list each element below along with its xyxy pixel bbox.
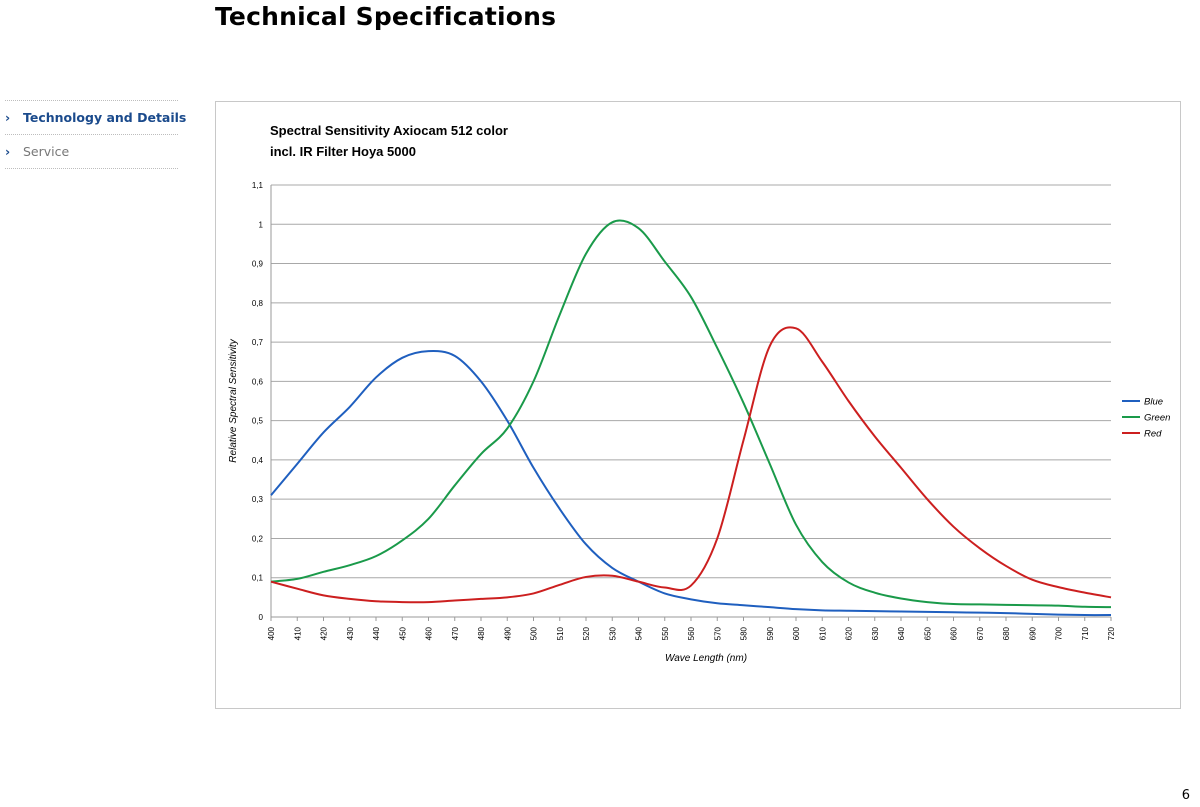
series-line-blue (270, 350, 1112, 617)
x-tick-label: 680 (1002, 626, 1011, 640)
x-tick-label: 510 (556, 626, 565, 640)
x-tick-label: 670 (976, 626, 985, 640)
x-tick-label: 560 (687, 626, 696, 640)
x-tick-label: 720 (1107, 626, 1116, 640)
series-line-red (270, 326, 1112, 604)
y-tick-label: 1 (259, 220, 264, 229)
x-tick-label: 600 (792, 626, 801, 640)
x-tick-label: 650 (923, 626, 932, 640)
x-tick-label: 410 (293, 626, 302, 640)
nav-item-label: Service (23, 144, 70, 159)
x-tick-label: 400 (267, 626, 276, 640)
x-tick-label: 590 (766, 626, 775, 640)
y-tick-label: 0,8 (252, 299, 264, 308)
x-tick-label: 530 (608, 626, 617, 640)
y-tick-label: 0,3 (252, 495, 264, 504)
page-number: 6 (1181, 788, 1190, 803)
x-tick-label: 440 (372, 626, 381, 640)
y-tick-label: 0 (259, 613, 264, 622)
x-tick-label: 710 (1081, 626, 1090, 640)
y-tick-label: 1,1 (252, 181, 264, 190)
x-tick-label: 550 (661, 626, 670, 640)
spectral-sensitivity-chart: Spectral Sensitivity Axiocam 512 color i… (228, 123, 1170, 664)
legend-label-blue: Blue (1144, 397, 1163, 408)
x-tick-label: 620 (845, 626, 854, 640)
chevron-right-icon: › (5, 110, 11, 125)
x-tick-label: 450 (398, 626, 407, 640)
x-tick-label: 520 (582, 626, 591, 640)
y-tick-label: 0,5 (252, 417, 264, 426)
x-tick-label: 700 (1055, 626, 1064, 640)
y-tick-label: 0,6 (252, 377, 264, 386)
y-tick-label: 0,4 (252, 456, 264, 465)
x-tick-label: 420 (320, 626, 329, 640)
x-tick-label: 610 (818, 626, 827, 640)
chart-subtitle: incl. IR Filter Hoya 5000 (270, 144, 416, 159)
legend-label-red: Red (1144, 429, 1162, 440)
x-tick-label: 470 (451, 626, 460, 640)
x-tick-label: 580 (740, 626, 749, 640)
side-nav: › Technology and Details › Service (5, 100, 186, 169)
series-line-green (270, 219, 1112, 609)
x-tick-label: 480 (477, 626, 486, 640)
x-tick-label: 460 (425, 626, 434, 640)
y-tick-label: 0,1 (252, 574, 264, 583)
y-axis-label: Relative Spectral Sensitivity (228, 338, 239, 462)
x-tick-label: 660 (950, 626, 959, 640)
x-tick-label: 640 (897, 626, 906, 640)
y-tick-label: 0,2 (252, 534, 264, 543)
page-title: Technical Specifications (215, 2, 557, 31)
x-tick-label: 570 (713, 626, 722, 640)
chevron-right-icon: › (5, 144, 11, 159)
x-tick-label: 630 (871, 626, 880, 640)
legend-label-green: Green (1144, 413, 1170, 424)
nav-item-technology-and-details[interactable]: › Technology and Details (5, 101, 186, 135)
chart-title: Spectral Sensitivity Axiocam 512 color (270, 123, 508, 138)
y-tick-label: 0,7 (252, 338, 264, 347)
x-tick-label: 690 (1028, 626, 1037, 640)
chart-panel: Spectral Sensitivity Axiocam 512 color i… (215, 101, 1181, 709)
nav-item-label: Technology and Details (23, 110, 187, 125)
x-tick-label: 430 (346, 626, 355, 640)
x-tick-label: 490 (503, 626, 512, 640)
x-axis-label: Wave Length (nm) (665, 653, 747, 664)
nav-item-service[interactable]: › Service (5, 135, 178, 169)
y-tick-label: 0,9 (252, 260, 264, 269)
x-tick-label: 540 (635, 626, 644, 640)
x-tick-label: 500 (530, 626, 539, 640)
